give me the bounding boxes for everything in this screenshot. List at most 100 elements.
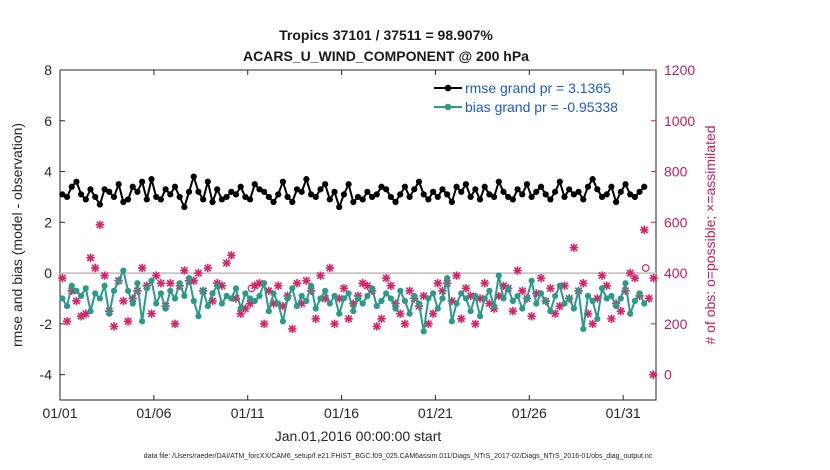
rmse-point — [439, 186, 446, 193]
rmse-point — [641, 183, 648, 190]
rmse-point — [237, 183, 244, 190]
rmse-point — [214, 186, 221, 193]
bias-point — [289, 285, 296, 292]
rmse-point — [336, 203, 343, 211]
obs-assimilated-marker — [396, 309, 405, 318]
obs-assimilated-marker — [616, 306, 626, 316]
rmse-point — [340, 191, 348, 198]
obs-assimilated-marker — [137, 263, 147, 273]
rmse-point — [143, 196, 150, 203]
obs-possible-marker — [641, 264, 650, 272]
bias-point — [87, 308, 94, 315]
obs-assimilated-marker — [156, 279, 166, 288]
obs-assimilated-marker — [288, 324, 297, 334]
obs-assimilated-marker — [461, 284, 471, 293]
x-tick-label: 01/01 — [42, 405, 77, 421]
rmse-point — [561, 193, 568, 201]
rmse-point — [552, 188, 559, 195]
rmse-point — [120, 198, 127, 206]
rmse-point — [279, 178, 287, 185]
bias-point — [350, 308, 357, 315]
obs-assimilated-marker — [316, 271, 325, 280]
rmse-point — [124, 196, 132, 203]
obs-assimilated-marker — [377, 314, 386, 323]
bias-point — [359, 300, 366, 307]
rmse-point — [566, 186, 573, 193]
obs-assimilated-marker — [597, 271, 607, 280]
bias-point — [303, 297, 310, 305]
rmse-point — [556, 178, 563, 185]
rmse-series — [59, 173, 648, 211]
rmse-point — [73, 178, 80, 185]
chart-title: Tropics 37101 / 37511 = 98.907% — [279, 27, 493, 43]
bias-point — [641, 300, 648, 307]
rmse-point — [354, 193, 362, 201]
obs-assimilated-marker — [363, 281, 372, 290]
rmse-point — [284, 193, 291, 201]
bias-point — [270, 290, 277, 297]
rmse-point — [87, 186, 94, 193]
bias-point — [204, 302, 211, 310]
rmse-point — [406, 193, 413, 201]
rmse-point — [59, 191, 66, 198]
bias-point — [486, 287, 493, 294]
bias-point — [509, 297, 516, 305]
bias-point — [472, 292, 479, 300]
rmse-point — [598, 193, 606, 201]
axis-ticks: -4 -2 0 2 4 6 8 0 200 400 600 800 1000 1200 01/01 01/06… — [40, 62, 696, 421]
bias-point — [307, 282, 315, 289]
bias-point — [373, 302, 380, 310]
bias-point — [171, 295, 179, 302]
bias-point — [275, 300, 282, 307]
obs-assimilated-marker — [527, 312, 536, 321]
rmse-point — [101, 186, 108, 193]
obs-assimilated-marker — [471, 319, 480, 329]
x-tick-label: 01/06 — [136, 405, 171, 421]
bias-series — [59, 267, 648, 335]
rmse-point — [242, 193, 249, 201]
rmse-point — [519, 191, 526, 198]
bias-point — [458, 290, 465, 297]
bias-point — [218, 300, 226, 307]
legend-rmse-label: rmse grand pr = 3.1365 — [465, 80, 611, 96]
bias-point — [453, 300, 460, 307]
rmse-point — [537, 183, 545, 190]
obs-assimilated-marker — [405, 286, 414, 296]
legend: rmse grand pr = 3.1365 bias grand pr = -… — [428, 78, 650, 120]
rmse-point — [148, 176, 155, 183]
rmse-point — [200, 196, 207, 203]
bias-point — [411, 292, 418, 300]
rmse-point — [265, 193, 272, 201]
bias-point — [298, 292, 305, 300]
obs-assimilated-marker — [579, 279, 588, 288]
bias-point — [110, 287, 118, 294]
rmse-point — [627, 191, 634, 198]
bias-point — [636, 290, 643, 297]
rmse-point — [523, 181, 531, 188]
bias-point — [106, 310, 113, 317]
bias-point — [256, 292, 263, 300]
obs-assimilated-marker — [292, 279, 302, 288]
rmse-point — [139, 178, 146, 185]
rmse-point — [115, 181, 122, 188]
bias-point — [340, 295, 348, 302]
obs-assimilated-marker — [648, 370, 658, 379]
plot-frame — [59, 69, 657, 401]
bias-point — [68, 282, 75, 289]
rmse-point — [350, 198, 357, 206]
bias-point — [566, 295, 573, 302]
rmse-point — [378, 183, 385, 190]
rmse-point — [584, 183, 592, 190]
bias-point — [429, 290, 437, 297]
bias-point — [261, 280, 268, 287]
y-tick-label: 2 — [44, 214, 52, 230]
rmse-point — [96, 201, 103, 208]
bias-point — [148, 277, 155, 284]
obs-assimilated-marker — [95, 220, 105, 230]
bias-point — [279, 318, 287, 325]
obs-assimilated-marker — [513, 266, 522, 275]
bias-point — [552, 292, 559, 300]
bias-point — [467, 308, 474, 315]
footnote: data file: /Users/raeder/DAI/ATM_forcXX/… — [144, 453, 653, 460]
